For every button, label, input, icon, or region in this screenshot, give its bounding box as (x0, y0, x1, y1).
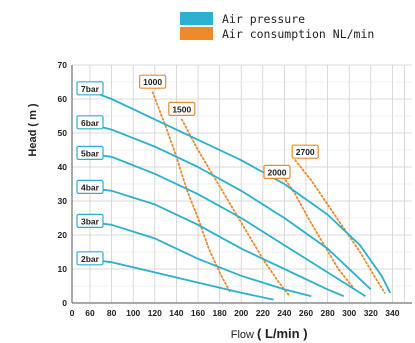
chart-grid (72, 64, 412, 303)
pressure-label: 5bar (81, 148, 100, 158)
y-tick-label: 60 (58, 94, 68, 104)
pressure-label: 3bar (81, 216, 100, 226)
x-tick-label: 180 (213, 308, 227, 318)
pressure-curve (84, 257, 274, 301)
pressure-label-box (76, 145, 104, 160)
consumption-label: 2000 (268, 167, 287, 177)
y-tick-labels: 0 10 20 30 40 50 60 70 (58, 60, 68, 308)
air-pressure-legend-label: Air pressure (222, 12, 306, 26)
y-tick-label: 20 (58, 230, 68, 240)
consumption-curve (180, 118, 291, 298)
pressure-curve (84, 87, 392, 294)
consumption-curves (151, 91, 386, 298)
y-tick-label: 70 (58, 60, 68, 70)
x-tick-label: 140 (169, 308, 183, 318)
pressure-label: 4bar (81, 182, 100, 192)
x-axis-label-main: Flow (231, 329, 254, 341)
consumption-label-box (168, 101, 196, 117)
x-tick-label: 100 (126, 308, 140, 318)
x-tick-label: 220 (256, 308, 270, 318)
x-tick-label: 120 (148, 308, 162, 318)
air-pressure-legend-swatch (180, 12, 213, 25)
pressure-curve (84, 220, 312, 298)
y-tick-label: 40 (58, 162, 68, 172)
x-tick-label: 80 (107, 308, 117, 318)
consumption-curve (294, 159, 386, 294)
pressure-curve (84, 121, 372, 291)
pressure-curve-labels: 7bar 6bar 5bar 4bar 3bar 2bar (76, 81, 104, 266)
x-tick-label: 60 (85, 308, 95, 318)
pressure-curve (84, 186, 345, 298)
consumption-label-box (291, 144, 319, 159)
air-consumption-legend-label: Air consumption NL/min (222, 27, 375, 41)
x-tick-label: 320 (364, 308, 378, 318)
pressure-label-box (76, 251, 104, 266)
pressure-curves (84, 87, 392, 301)
chart-axes (71, 65, 412, 304)
y-tick-label: 30 (58, 196, 68, 206)
y-tick-label: 50 (58, 128, 68, 138)
x-tick-label: 0 (70, 308, 75, 318)
y-tick-label: 0 (62, 298, 67, 308)
x-axis-unit: ( L/min ) (257, 326, 308, 341)
consumption-curve (151, 91, 232, 294)
x-tick-label: 200 (234, 308, 248, 318)
consumption-label-box (263, 164, 291, 179)
x-tick-label: 340 (385, 308, 399, 318)
pressure-label-box (76, 179, 104, 194)
consumption-label: 1000 (143, 77, 162, 87)
x-tick-label: 280 (321, 308, 335, 318)
y-tick-label: 10 (58, 264, 68, 274)
x-tick-label: 260 (299, 308, 313, 318)
pressure-label-box (76, 81, 104, 96)
pressure-label-box (76, 115, 104, 130)
y-axis-label: Head ( m ) (27, 103, 39, 157)
x-tick-label: 300 (342, 308, 356, 318)
pressure-curve (84, 152, 366, 297)
consumption-label: 2700 (296, 147, 315, 157)
pressure-label: 6bar (81, 118, 100, 128)
consumption-labels: 1000 1500 2000 2700 (139, 74, 319, 179)
pressure-label: 7bar (81, 84, 100, 94)
consumption-label-box (139, 74, 167, 89)
x-tick-label: 240 (277, 308, 291, 318)
consumption-label: 1500 (172, 104, 191, 114)
pressure-label: 2bar (81, 254, 100, 264)
x-axis-label: Flow (231, 329, 254, 341)
air-consumption-legend-swatch (180, 27, 213, 40)
x-tick-labels: 0 60 80 100 120 140 160 180 200 220 240 260 280 300 32… (70, 308, 400, 318)
pressure-label-box (76, 213, 104, 228)
x-tick-label: 160 (191, 308, 205, 318)
